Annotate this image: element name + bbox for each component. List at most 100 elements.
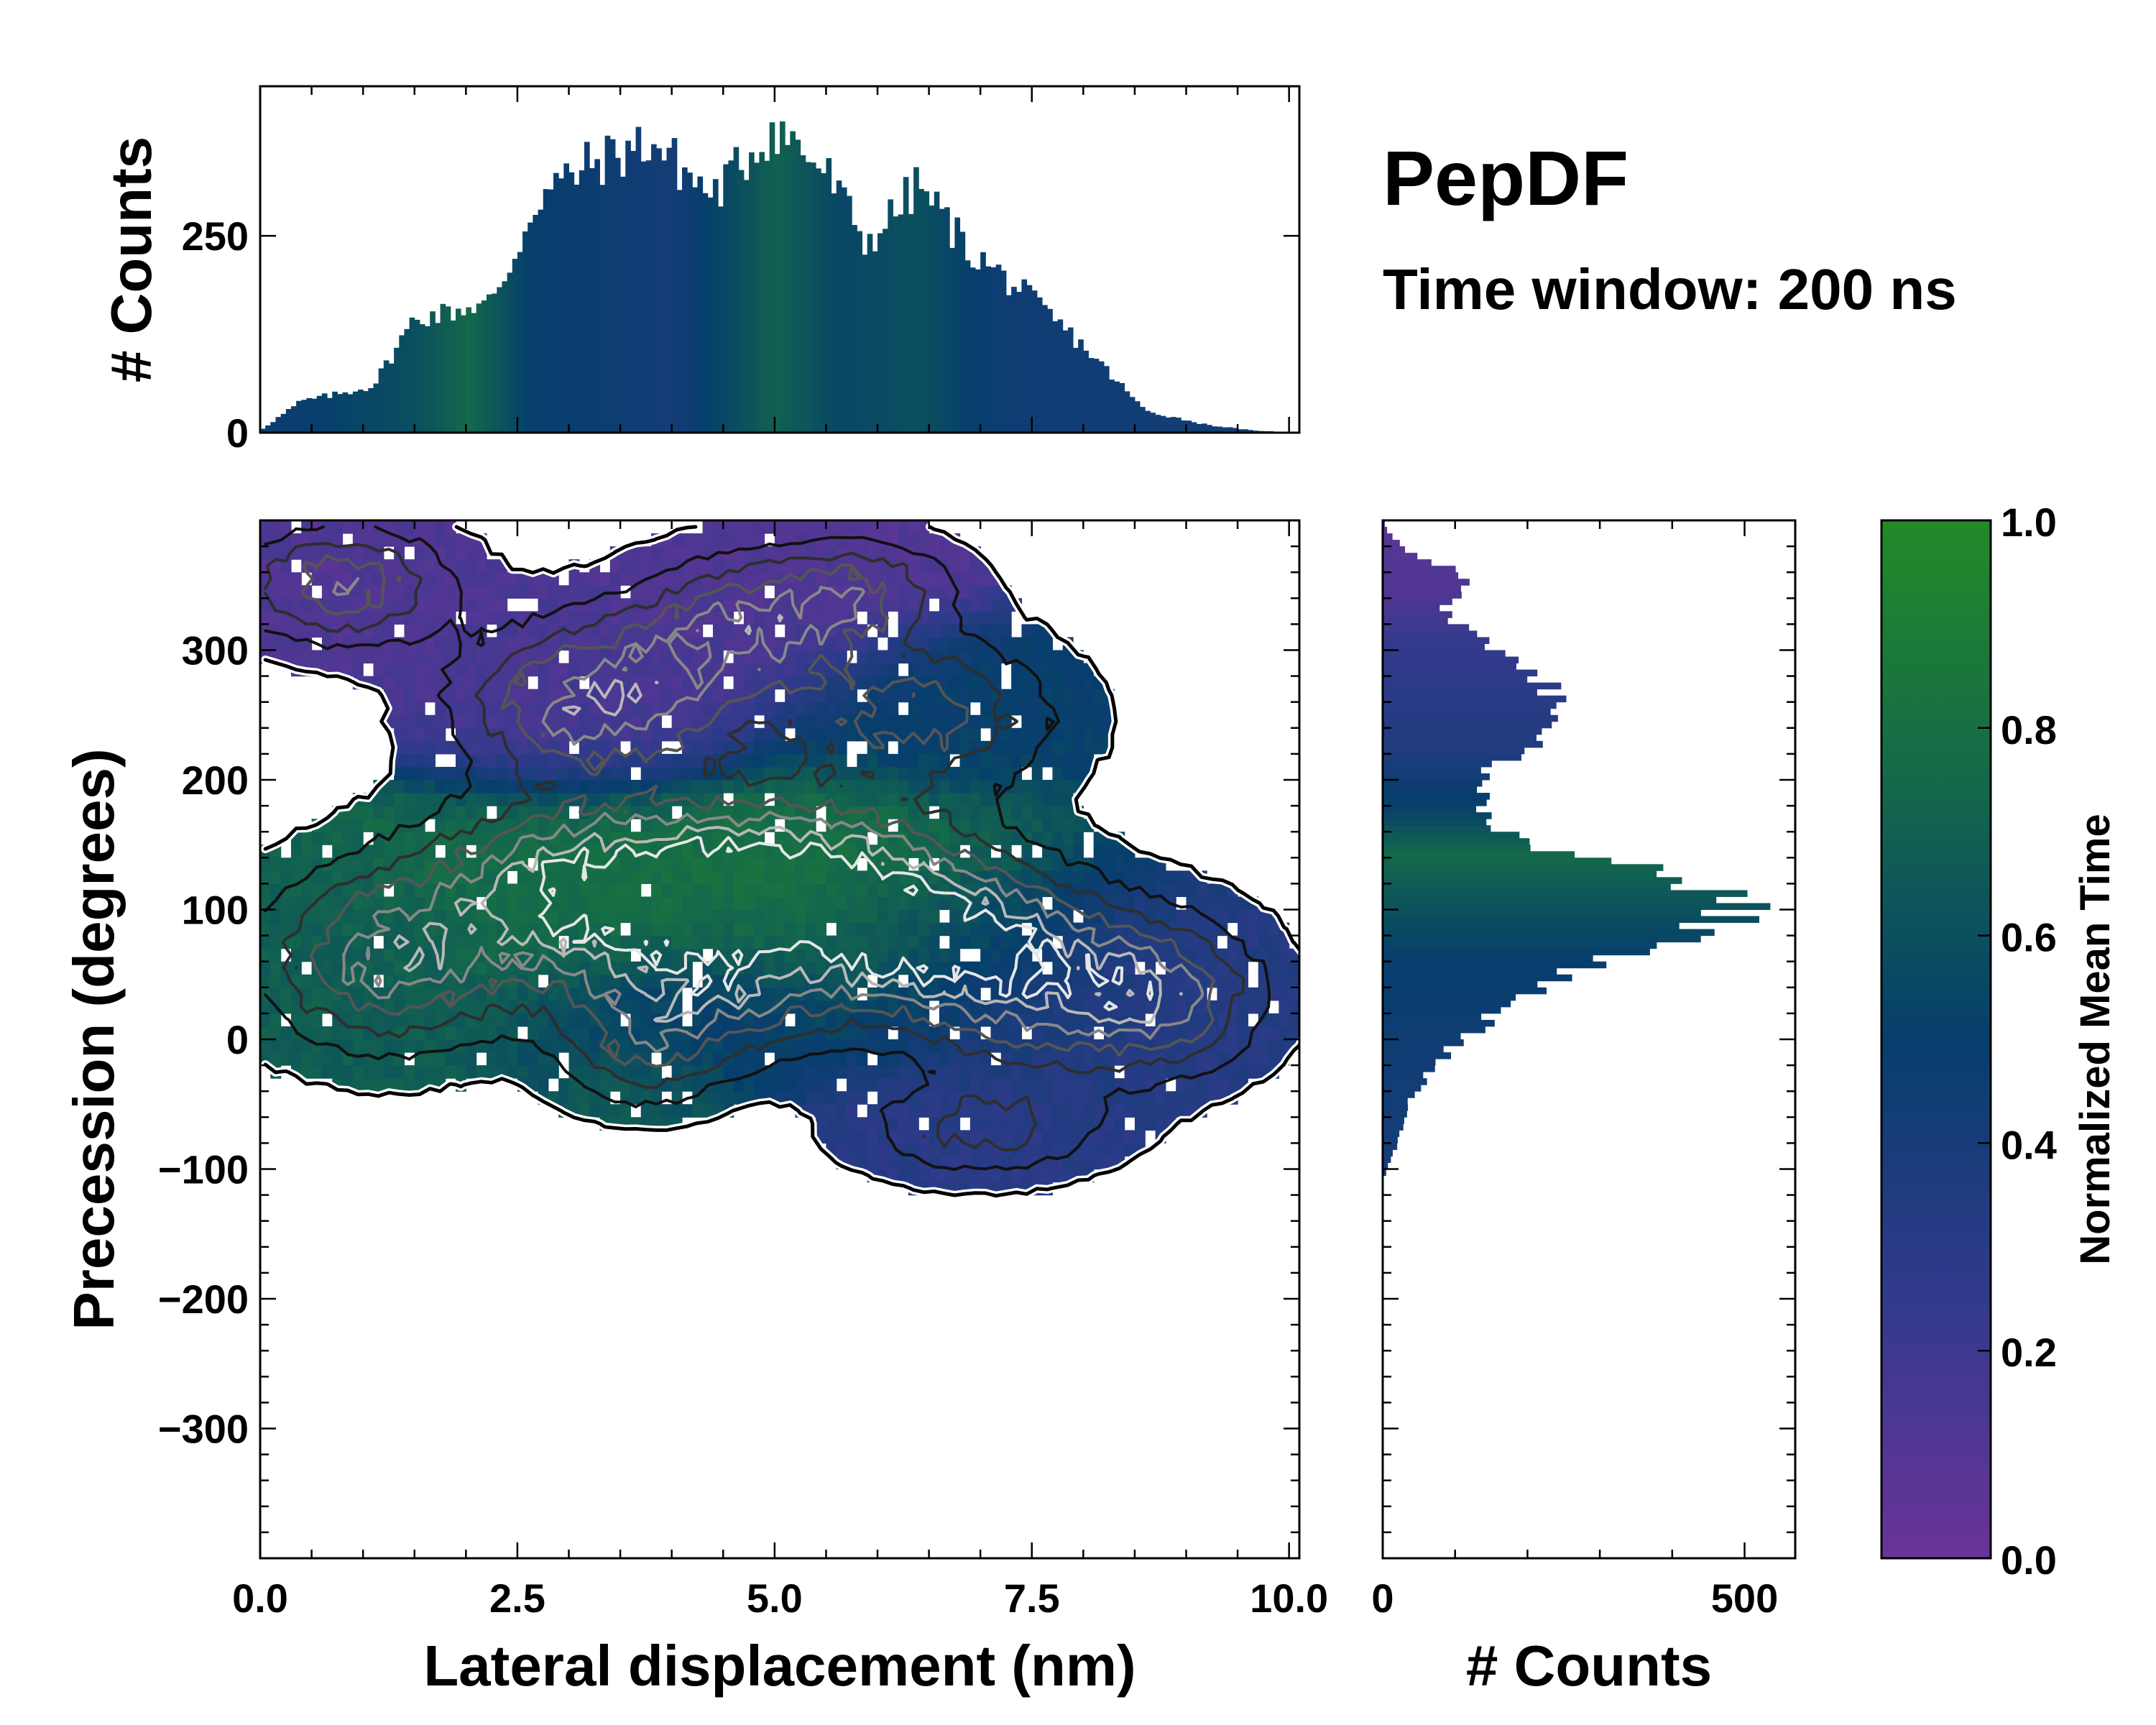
density-cell (785, 624, 796, 638)
density-cell (908, 1156, 919, 1170)
density-cell (538, 896, 549, 911)
density-cell (609, 598, 621, 612)
right-histogram-bar (1383, 656, 1519, 664)
density-cell (260, 974, 271, 988)
density-cell (1052, 740, 1064, 755)
density-cell (898, 1117, 909, 1131)
density-cell (826, 780, 837, 794)
density-cell (517, 845, 528, 858)
density-cell (640, 1065, 652, 1079)
density-cell (764, 702, 775, 716)
density-cell (692, 896, 704, 911)
density-cell (1011, 987, 1023, 1001)
density-cell (774, 1065, 786, 1079)
density-cell (548, 766, 559, 781)
density-cell (1248, 935, 1259, 949)
top-histogram-bar (1093, 359, 1100, 433)
density-cell (609, 883, 621, 898)
density-cell (373, 663, 384, 677)
density-cell (435, 1026, 446, 1040)
density-cell (1021, 806, 1033, 819)
density-cell (877, 780, 888, 794)
density-cell (949, 1052, 961, 1066)
density-cell (805, 1078, 816, 1092)
density-cell (959, 572, 971, 586)
density-cell (785, 935, 796, 949)
density-cell (404, 961, 415, 975)
density-cell (990, 987, 1002, 1001)
density-cell (1042, 780, 1053, 794)
density-cell (847, 766, 857, 781)
density-cell (929, 1091, 940, 1105)
right-histogram-bar (1383, 702, 1557, 709)
density-cell (908, 1104, 919, 1118)
density-cell (712, 740, 724, 755)
density-cell (888, 1000, 899, 1014)
right-histogram-bar (1383, 663, 1516, 671)
density-cell (528, 714, 539, 729)
density-cell (260, 1000, 271, 1014)
density-cell (929, 1026, 940, 1040)
density-cell (476, 935, 487, 949)
top-histogram-bar (985, 266, 991, 433)
density-cell (816, 520, 827, 534)
top-histogram-bar (1057, 319, 1064, 433)
density-cell (712, 689, 724, 703)
density-cell (476, 598, 487, 612)
density-cell (888, 702, 899, 716)
density-cell (939, 922, 950, 937)
density-cell (692, 714, 704, 729)
density-cell (404, 1078, 415, 1092)
main-ylabel: Precession (degrees) (62, 748, 126, 1330)
density-cell (681, 533, 693, 547)
density-cell (867, 793, 878, 806)
density-cell (1042, 1130, 1053, 1144)
density-cell (743, 935, 755, 949)
density-cell (507, 896, 518, 911)
density-cell (1289, 1000, 1299, 1014)
density-cell (805, 909, 816, 924)
right-histogram-bar (1383, 592, 1462, 599)
density-cell (497, 766, 508, 781)
density-cell (435, 572, 446, 586)
density-cell (414, 559, 425, 573)
density-cell (311, 1013, 323, 1027)
density-cell (342, 1026, 354, 1040)
density-cell (847, 870, 857, 884)
density-cell (311, 883, 323, 898)
density-cell (888, 780, 899, 794)
density-cell (836, 1065, 847, 1079)
density-cell (311, 650, 323, 664)
top-histogram-bar (486, 294, 492, 433)
top-histogram-bar (738, 170, 745, 433)
density-cell (805, 896, 816, 911)
density-cell (980, 624, 992, 638)
top-histogram-bar (584, 142, 590, 433)
density-cell (1021, 1143, 1033, 1157)
top-histogram-bar (666, 147, 673, 433)
density-cell (404, 624, 415, 638)
density-cell (867, 1130, 878, 1144)
density-cell (847, 727, 857, 742)
density-cell (548, 870, 559, 884)
top-histogram-bar (1098, 361, 1105, 433)
density-cell (404, 520, 415, 534)
density-cell (568, 896, 580, 911)
density-cell (456, 766, 466, 781)
density-cell (363, 806, 374, 819)
density-cell (1000, 1130, 1012, 1144)
density-cell (908, 520, 919, 534)
density-cell (754, 883, 765, 898)
top-histogram-bar (1196, 423, 1202, 433)
density-cell (867, 1143, 878, 1157)
density-cell (918, 1039, 930, 1053)
density-cell (352, 1013, 364, 1027)
density-cell (260, 922, 271, 937)
density-cell (980, 780, 992, 794)
density-cell (867, 1026, 878, 1040)
density-cell (568, 585, 580, 599)
density-cell (1042, 663, 1053, 677)
density-cell (1207, 961, 1218, 975)
density-cell (929, 637, 940, 651)
density-cell (311, 987, 323, 1001)
